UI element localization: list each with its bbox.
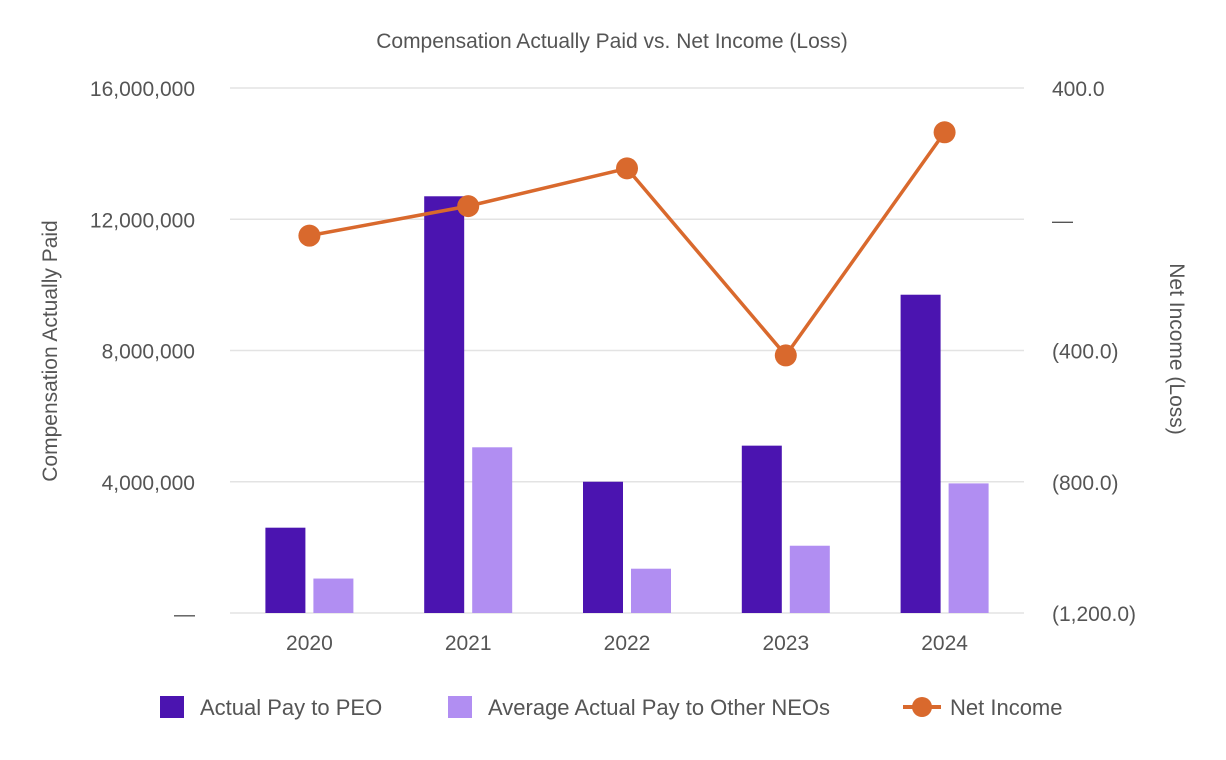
net-income-point xyxy=(616,157,638,180)
bar-peo xyxy=(583,481,623,613)
bar-peo xyxy=(900,294,941,613)
net-income-point xyxy=(933,121,956,144)
x-tick-label: 2020 xyxy=(286,632,333,655)
gridlines xyxy=(230,87,1024,614)
y2-tick-label: 400.0 xyxy=(1052,78,1105,101)
bar-neo xyxy=(631,568,671,613)
bar-peo xyxy=(741,445,782,613)
y-tick-label: 4,000,000 xyxy=(102,472,195,495)
net-income-point xyxy=(457,195,480,218)
legend-label-net-income: Net Income xyxy=(950,695,1063,720)
chart-title: Compensation Actually Paid vs. Net Incom… xyxy=(376,30,848,53)
x-tick-label: 2023 xyxy=(762,632,809,655)
y2-axis-ticks: (1,200.0) (800.0) (400.0) — 400.0 xyxy=(1052,78,1136,626)
y-tick-label: 12,000,000 xyxy=(90,209,195,232)
bar-neo xyxy=(789,545,830,613)
y-tick-label: 16,000,000 xyxy=(90,78,195,101)
y2-tick-label: (1,200.0) xyxy=(1052,603,1136,626)
legend-marker-net-income xyxy=(912,697,932,717)
legend-swatch-neo xyxy=(448,696,472,718)
bar-neo xyxy=(313,578,354,613)
y2-tick-label: — xyxy=(1052,209,1073,232)
y-axis-ticks: — 4,000,000 8,000,000 12,000,000 16,000,000 xyxy=(90,78,195,626)
y-tick-label: — xyxy=(174,603,195,626)
legend-swatch-peo xyxy=(160,696,184,718)
bar-neo xyxy=(472,447,513,613)
y2-tick-label: (800.0) xyxy=(1052,472,1119,495)
x-tick-label: 2021 xyxy=(445,632,492,655)
x-tick-label: 2022 xyxy=(604,632,651,655)
net-income-point xyxy=(298,224,321,247)
legend-label-peo: Actual Pay to PEO xyxy=(200,695,382,720)
y2-axis-label: Net Income (Loss) xyxy=(1165,263,1188,435)
legend-label-neo: Average Actual Pay to Other NEOs xyxy=(488,695,830,720)
legend: Actual Pay to PEO Average Actual Pay to … xyxy=(160,695,1063,720)
bar-neo xyxy=(948,483,989,613)
x-axis-ticks: 2020 2021 2022 2023 2024 xyxy=(286,632,968,655)
x-tick-label: 2024 xyxy=(921,632,968,655)
bar-peo xyxy=(265,527,306,613)
bar-marks xyxy=(265,196,989,613)
bar-peo xyxy=(424,196,465,613)
line-marks xyxy=(298,121,956,367)
y-tick-label: 8,000,000 xyxy=(102,341,195,364)
y-axis-label: Compensation Actually Paid xyxy=(39,220,62,482)
net-income-point xyxy=(774,344,797,367)
y2-tick-label: (400.0) xyxy=(1052,341,1119,364)
